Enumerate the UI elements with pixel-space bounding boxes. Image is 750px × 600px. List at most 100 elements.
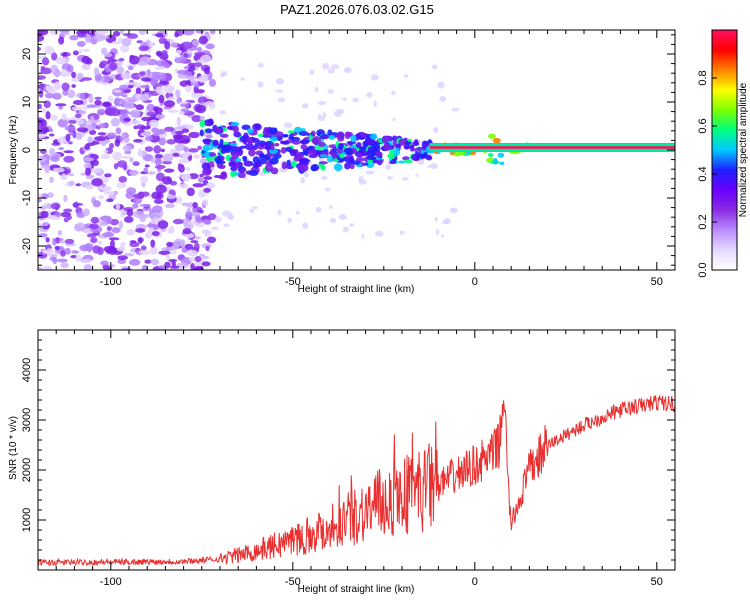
noise-blob <box>101 75 112 83</box>
faint-blob <box>277 209 282 216</box>
noise-blob <box>123 97 134 104</box>
noise-blob <box>172 218 184 225</box>
noise-blob <box>86 233 97 238</box>
noise-blob <box>45 237 50 243</box>
noise-blob <box>63 155 75 163</box>
noise-blob <box>158 94 165 104</box>
noise-blob <box>154 158 162 166</box>
noise-blob <box>94 96 102 100</box>
noise-blob <box>140 77 152 82</box>
signal-blob <box>229 142 238 147</box>
y-tick-label: 10 <box>21 96 33 108</box>
y-tick-label: -10 <box>21 190 33 206</box>
y-tick-label: 2000 <box>21 458 33 482</box>
signal-blob <box>333 163 343 172</box>
noise-blob <box>159 72 167 82</box>
signal-blob <box>239 145 247 149</box>
noise-blob <box>151 191 162 200</box>
noise-blob <box>85 121 92 125</box>
noise-blob <box>196 89 205 94</box>
signal-blob <box>360 151 370 156</box>
noise-blob <box>69 34 79 41</box>
signal-blob <box>233 131 242 138</box>
noise-blob <box>157 220 169 229</box>
signal-blob <box>269 136 278 142</box>
noise-blob <box>88 95 94 104</box>
signal-blob <box>499 161 505 166</box>
faint-blob <box>352 97 359 103</box>
noise-blob <box>184 211 193 219</box>
noise-blob <box>164 126 175 132</box>
signal-blob <box>241 124 251 131</box>
noise-blob <box>45 111 51 120</box>
x-tick-label: 50 <box>651 576 663 588</box>
noise-blob <box>144 146 154 152</box>
noise-blob <box>203 187 211 193</box>
noise-blob <box>123 101 135 110</box>
faint-blob <box>321 175 328 180</box>
signal-blob <box>312 136 321 145</box>
noise-blob <box>122 164 128 171</box>
noise-blob <box>120 72 132 80</box>
noise-blob <box>108 237 120 241</box>
noise-blob <box>139 94 149 102</box>
noise-blob <box>83 157 95 162</box>
noise-blob <box>85 167 92 177</box>
noise-blob <box>163 100 176 108</box>
noise-blob <box>140 245 147 251</box>
faint-blob <box>401 177 409 181</box>
noise-blob <box>121 134 126 138</box>
noise-blob <box>90 237 98 244</box>
noise-blob <box>46 248 54 256</box>
signal-blob <box>203 138 211 145</box>
noise-blob <box>146 111 156 117</box>
noise-blob <box>132 161 140 167</box>
noise-blob <box>150 258 160 266</box>
signal-blob <box>348 142 353 146</box>
noise-blob <box>121 37 132 47</box>
noise-blob <box>132 196 143 205</box>
noise-blob <box>172 134 183 140</box>
noise-blob <box>168 96 176 100</box>
faint-blob <box>301 103 309 109</box>
signal-blob <box>319 154 328 158</box>
signal-blob <box>237 172 246 179</box>
noise-blob <box>38 198 43 203</box>
signal-blob <box>413 139 419 146</box>
noise-blob <box>93 34 106 42</box>
noise-blob <box>71 250 80 254</box>
noise-blob <box>194 261 205 268</box>
signal-blob <box>326 155 334 163</box>
noise-blob <box>135 228 146 233</box>
signal-blob <box>366 156 377 161</box>
signal-blob <box>219 133 229 138</box>
noise-blob <box>103 245 116 253</box>
noise-blob <box>44 164 51 174</box>
faint-blob <box>338 213 347 220</box>
noise-blob <box>197 177 204 183</box>
signal-blob <box>350 134 357 143</box>
noise-blob <box>74 113 82 119</box>
signal-blob <box>267 153 276 158</box>
noise-blob <box>186 249 198 257</box>
noise-blob <box>129 55 140 65</box>
noise-blob <box>150 212 163 219</box>
noise-blob <box>155 184 167 194</box>
y-tick-label: 1000 <box>21 508 33 532</box>
noise-blob <box>135 93 141 99</box>
noise-blob <box>150 239 156 248</box>
noise-blob <box>190 240 199 244</box>
signal-blob <box>286 159 291 166</box>
noise-blob <box>68 173 75 177</box>
noise-blob <box>48 128 54 133</box>
noise-blob <box>139 84 151 89</box>
faint-blob <box>249 208 255 214</box>
colorbar-frame <box>711 29 738 271</box>
noise-blob <box>126 209 134 217</box>
noise-blob <box>66 64 74 74</box>
noise-blob <box>169 265 180 269</box>
faint-blob <box>257 63 264 68</box>
signal-blob <box>243 160 254 167</box>
faint-blob <box>220 70 228 77</box>
noise-blob <box>164 40 171 50</box>
